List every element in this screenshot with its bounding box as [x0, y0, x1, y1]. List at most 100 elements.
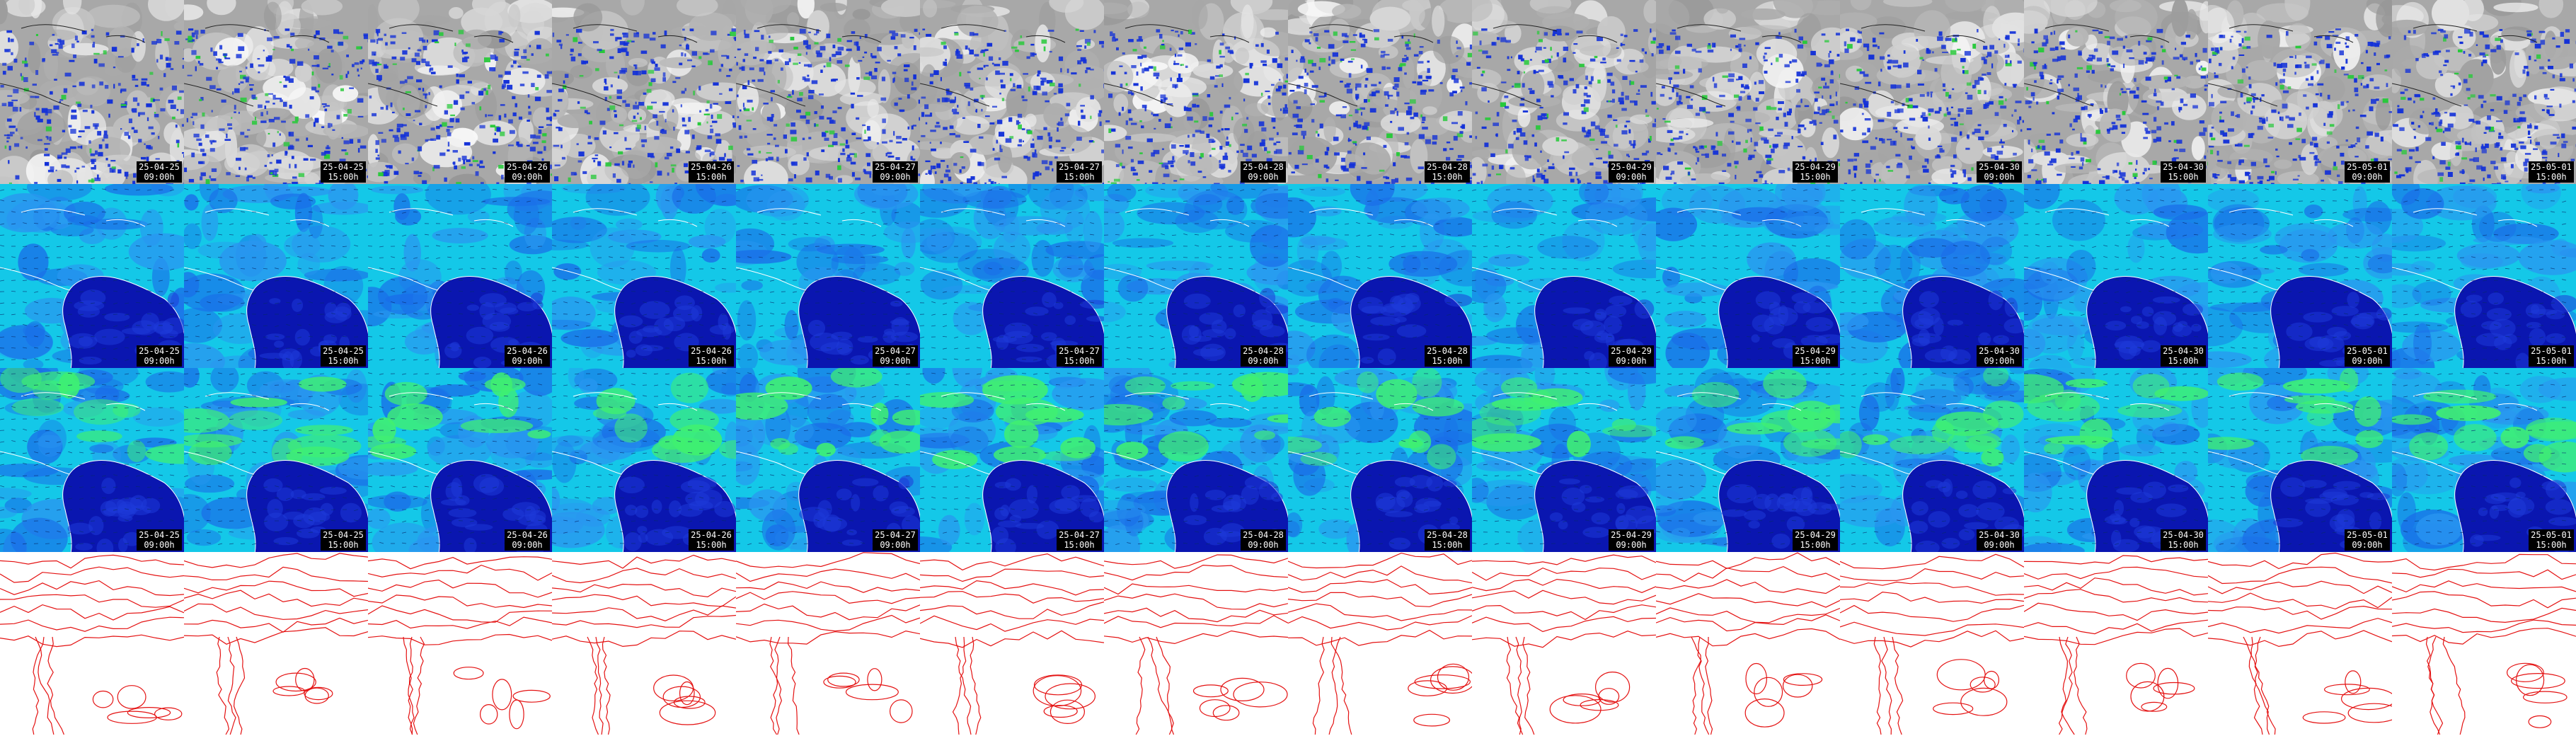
timestamp-time: 15:00h	[2536, 172, 2567, 182]
wind-upper-level-panel: 25-04-29 15:00h	[1656, 368, 1840, 552]
cloud-precipitation-panel: 25-04-26 09:00h	[368, 0, 552, 184]
wind-upper-level-map	[0, 368, 184, 552]
timestamp-date: 25-04-26	[691, 346, 732, 356]
timestamp-time: 09:00h	[880, 172, 911, 182]
pressure-contours-panel	[920, 552, 1104, 736]
wind-upper-level-panel: 25-04-29 09:00h	[1472, 368, 1656, 552]
low-wind-row: 25-04-25 09:00h 25-04-25 15:00h 25-04-26 09:0…	[0, 184, 2576, 368]
pressure-contours-panel	[0, 552, 184, 736]
timestamp-badge: 25-04-28 15:00h	[1425, 529, 1470, 551]
wind-low-level-map	[2024, 184, 2208, 368]
cloud-precipitation-map	[1288, 0, 1472, 184]
timestamp-badge: 25-04-27 15:00h	[1057, 529, 1102, 551]
wind-upper-level-panel: 25-04-26 09:00h	[368, 368, 552, 552]
timestamp-date: 25-04-25	[323, 530, 364, 540]
timestamp-badge: 25-04-30 15:00h	[2161, 161, 2206, 183]
timestamp-time: 15:00h	[1432, 172, 1463, 182]
timestamp-badge: 25-04-27 09:00h	[873, 345, 918, 367]
timestamp-badge: 25-04-30 15:00h	[2161, 529, 2206, 551]
pressure-contours-map	[552, 552, 736, 736]
wind-low-level-panel: 25-05-01 15:00h	[2392, 184, 2576, 368]
timestamp-date: 25-04-26	[507, 162, 548, 172]
wind-upper-level-panel: 25-04-25 15:00h	[184, 368, 368, 552]
wind-low-level-panel: 25-04-29 09:00h	[1472, 184, 1656, 368]
pressure-contours-panel	[368, 552, 552, 736]
cloud-precipitation-map	[920, 0, 1104, 184]
wind-low-level-panel: 25-05-01 09:00h	[2208, 184, 2392, 368]
timestamp-badge: 25-04-29 15:00h	[1793, 345, 1838, 367]
pressure-contours-panel	[736, 552, 920, 736]
pressure-contours-panel	[2208, 552, 2392, 736]
timestamp-date: 25-04-27	[1059, 530, 1100, 540]
timestamp-date: 25-04-28	[1243, 162, 1284, 172]
timestamp-time: 15:00h	[328, 540, 359, 550]
timestamp-date: 25-05-01	[2347, 530, 2388, 540]
timestamp-time: 15:00h	[1800, 540, 1831, 550]
cloud-precipitation-map	[736, 0, 920, 184]
cloud-precipitation-panel: 25-04-25 15:00h	[184, 0, 368, 184]
wind-low-level-panel: 25-04-28 15:00h	[1288, 184, 1472, 368]
timestamp-time: 15:00h	[1064, 356, 1095, 366]
timestamp-badge: 25-04-26 15:00h	[689, 161, 734, 183]
timestamp-date: 25-04-27	[1059, 162, 1100, 172]
wind-low-level-panel: 25-04-27 09:00h	[736, 184, 920, 368]
timestamp-date: 25-04-29	[1795, 162, 1836, 172]
timestamp-time: 09:00h	[880, 356, 911, 366]
timestamp-date: 25-05-01	[2531, 162, 2572, 172]
timestamp-time: 15:00h	[1800, 172, 1831, 182]
wind-upper-level-map	[1656, 368, 1840, 552]
wind-low-level-map	[2208, 184, 2392, 368]
cloud-precipitation-map	[1656, 0, 1840, 184]
timestamp-date: 25-05-01	[2531, 530, 2572, 540]
wind-low-level-panel: 25-04-26 09:00h	[368, 184, 552, 368]
pressure-contours-map	[2208, 552, 2392, 736]
timestamp-badge: 25-04-26 09:00h	[505, 529, 550, 551]
wind-upper-level-map	[736, 368, 920, 552]
timestamp-date: 25-04-26	[507, 530, 548, 540]
cloud-precipitation-panel: 25-04-30 09:00h	[1840, 0, 2024, 184]
timestamp-time: 09:00h	[880, 540, 911, 550]
timestamp-date: 25-04-25	[323, 346, 364, 356]
timestamp-time: 15:00h	[2168, 172, 2199, 182]
cloud-precipitation-panel: 25-04-28 09:00h	[1104, 0, 1288, 184]
timestamp-badge: 25-04-26 15:00h	[689, 529, 734, 551]
timestamp-time: 15:00h	[696, 356, 727, 366]
timestamp-badge: 25-04-29 15:00h	[1793, 529, 1838, 551]
timestamp-time: 09:00h	[1984, 540, 2015, 550]
wind-low-level-panel: 25-04-30 15:00h	[2024, 184, 2208, 368]
wind-low-level-map	[1472, 184, 1656, 368]
pressure-contours-panel	[1104, 552, 1288, 736]
pressure-contours-panel	[2392, 552, 2576, 736]
timestamp-badge: 25-05-01 09:00h	[2345, 529, 2390, 551]
timestamp-time: 09:00h	[144, 356, 175, 366]
cloud-precipitation-map	[368, 0, 552, 184]
timestamp-badge: 25-04-25 15:00h	[321, 529, 366, 551]
timestamp-date: 25-04-30	[2163, 530, 2204, 540]
timestamp-time: 15:00h	[1064, 540, 1095, 550]
wind-low-level-panel: 25-04-25 09:00h	[0, 184, 184, 368]
timestamp-time: 09:00h	[1616, 172, 1647, 182]
wind-upper-level-panel: 25-04-30 09:00h	[1840, 368, 2024, 552]
pressure-contours-panel	[1656, 552, 1840, 736]
cloud-precipitation-panel: 25-04-29 09:00h	[1472, 0, 1656, 184]
cloud-precipitation-map	[1472, 0, 1656, 184]
cloud-precipitation-map	[1840, 0, 2024, 184]
timestamp-badge: 25-04-28 15:00h	[1425, 345, 1470, 367]
cloud-precipitation-panel: 25-04-27 09:00h	[736, 0, 920, 184]
timestamp-date: 25-04-25	[139, 162, 180, 172]
wind-upper-level-panel: 25-05-01 15:00h	[2392, 368, 2576, 552]
timestamp-badge: 25-05-01 15:00h	[2529, 529, 2574, 551]
timestamp-time: 09:00h	[512, 356, 543, 366]
wind-upper-level-map	[184, 368, 368, 552]
pressure-contours-map	[1104, 552, 1288, 736]
timestamp-time: 09:00h	[1248, 356, 1279, 366]
timestamp-time: 15:00h	[2536, 540, 2567, 550]
wind-upper-level-panel: 25-04-27 09:00h	[736, 368, 920, 552]
pressure-contours-panel	[1840, 552, 2024, 736]
timestamp-date: 25-04-26	[691, 162, 732, 172]
timestamp-badge: 25-05-01 09:00h	[2345, 345, 2390, 367]
wind-low-level-panel: 25-04-30 09:00h	[1840, 184, 2024, 368]
timestamp-time: 09:00h	[1984, 356, 2015, 366]
timestamp-date: 25-04-27	[875, 346, 916, 356]
timestamp-date: 25-04-28	[1427, 162, 1468, 172]
